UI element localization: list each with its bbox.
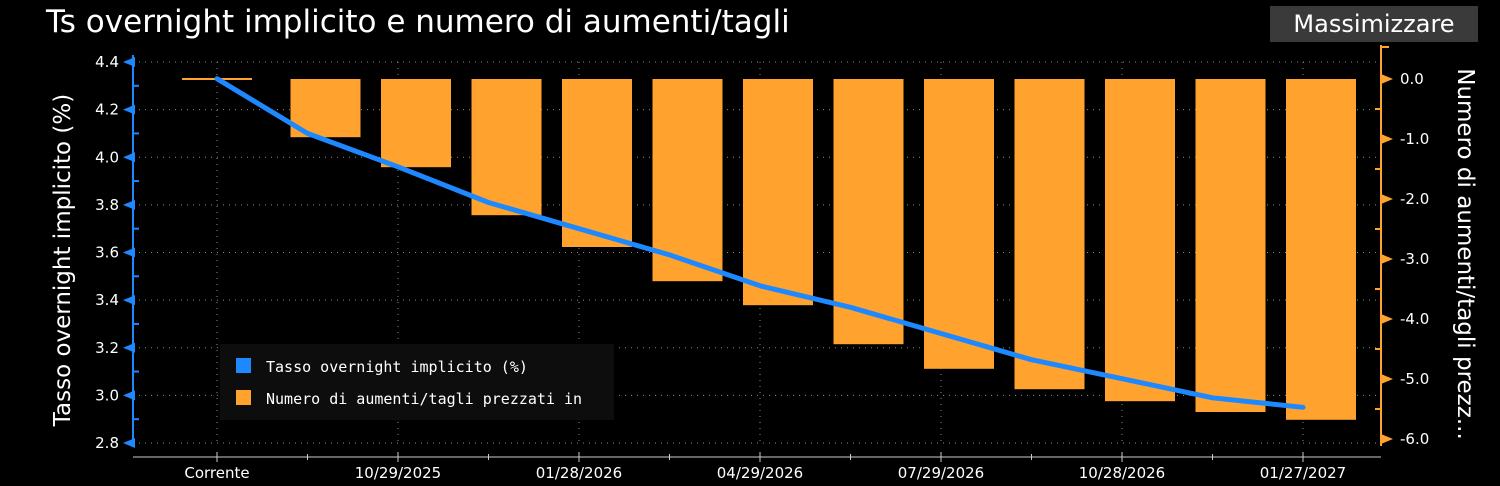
bar-5: [652, 79, 723, 282]
maximize-button[interactable]: Massimizzare: [1270, 6, 1478, 42]
legend-entry-bar: Numero di aumenti/tagli prezzati in: [266, 390, 582, 408]
left-tick-arrow-2: [123, 152, 135, 163]
right-tick-label-2: -2.0: [1400, 190, 1429, 208]
left-tick-label-2: 4.0: [95, 148, 119, 166]
legend-box: [220, 344, 614, 420]
bar-7: [833, 79, 904, 345]
left-tick-label-8: 2.8: [95, 434, 119, 452]
bar-3: [471, 79, 542, 216]
left-tick-arrow-7: [123, 390, 135, 401]
legend-entry-line: Tasso overnight implicito (%): [266, 358, 528, 376]
left-tick-arrow-6: [123, 342, 135, 353]
left-tick-arrow-1: [123, 104, 135, 115]
left-tick-label-6: 3.2: [95, 339, 119, 357]
bar-9: [1014, 79, 1085, 390]
left-tick-label-3: 3.8: [95, 196, 119, 214]
right-tick-arrow-3: [1381, 254, 1393, 264]
bar-series: [182, 78, 1356, 420]
left-tick-label-0: 4.4: [95, 53, 119, 71]
line-series: [214, 76, 1306, 410]
right-tick-label-0: 0.0: [1400, 70, 1424, 88]
right-tick-arrow-2: [1381, 194, 1393, 204]
chart-title: Ts overnight implicito e numero di aumen…: [46, 4, 790, 40]
left-axis-title: Tasso overnight implicito (%): [50, 94, 76, 427]
left-tick-arrow-8: [123, 438, 135, 448]
legend-swatch-bar: [236, 390, 251, 405]
bar-12: [1286, 79, 1356, 420]
right-tick-label-1: -1.0: [1400, 130, 1429, 148]
right-tick-label-4: -4.0: [1400, 310, 1429, 328]
bar-6: [743, 79, 813, 306]
right-tick-arrow-0: [1381, 74, 1393, 84]
right-axis-title: Numero di aumenti/tagli prezz...: [1452, 68, 1478, 440]
left-tick-arrow-5: [123, 295, 135, 306]
x-tick-label-0: Corrente: [184, 464, 249, 482]
left-tick-label-5: 3.4: [95, 291, 119, 309]
implied-rate-line: [214, 76, 1306, 410]
left-axis-ticks: 4.4 4.2 4.0 3.8 3.6 3.4 3.2 3.0 2.8: [95, 53, 139, 452]
x-tick-label-5: 10/28/2026: [1079, 464, 1165, 482]
left-tick-label-7: 3.0: [95, 386, 119, 404]
x-tick-label-2: 01/28/2026: [536, 464, 622, 482]
left-tick-arrow-0: [123, 57, 135, 67]
legend: Tasso overnight implicito (%) Numero di …: [220, 344, 614, 420]
bar-2: [381, 79, 451, 168]
x-axis-ticks: Corrente 10/29/2025 01/28/2026 04/29/2026 07…: [184, 452, 1346, 482]
legend-swatch-line: [236, 358, 251, 373]
bar-11: [1195, 79, 1266, 412]
left-tick-label-4: 3.6: [95, 244, 119, 262]
x-tick-label-4: 07/29/2026: [898, 464, 984, 482]
right-tick-arrow-6: [1381, 434, 1393, 444]
right-tick-label-6: -6.0: [1400, 430, 1429, 448]
right-tick-label-5: -5.0: [1400, 370, 1429, 388]
x-tick-label-6: 01/27/2027: [1260, 464, 1346, 482]
right-axis-ticks: 0.0 -1.0 -2.0 -3.0 -4.0 -5.0 -6.0: [1375, 46, 1429, 448]
bar-8: [924, 79, 994, 369]
bar-4: [562, 79, 632, 247]
left-tick-label-1: 4.2: [95, 101, 119, 119]
x-tick-label-3: 04/29/2026: [717, 464, 803, 482]
right-tick-arrow-1: [1381, 134, 1393, 144]
left-tick-arrow-3: [123, 199, 135, 210]
x-tick-label-1: 10/29/2025: [355, 464, 441, 482]
right-tick-arrow-5: [1381, 374, 1393, 384]
right-tick-arrow-4: [1381, 314, 1393, 324]
left-tick-arrow-4: [123, 247, 135, 258]
bar-10: [1105, 79, 1175, 402]
right-tick-label-3: -3.0: [1400, 250, 1429, 268]
